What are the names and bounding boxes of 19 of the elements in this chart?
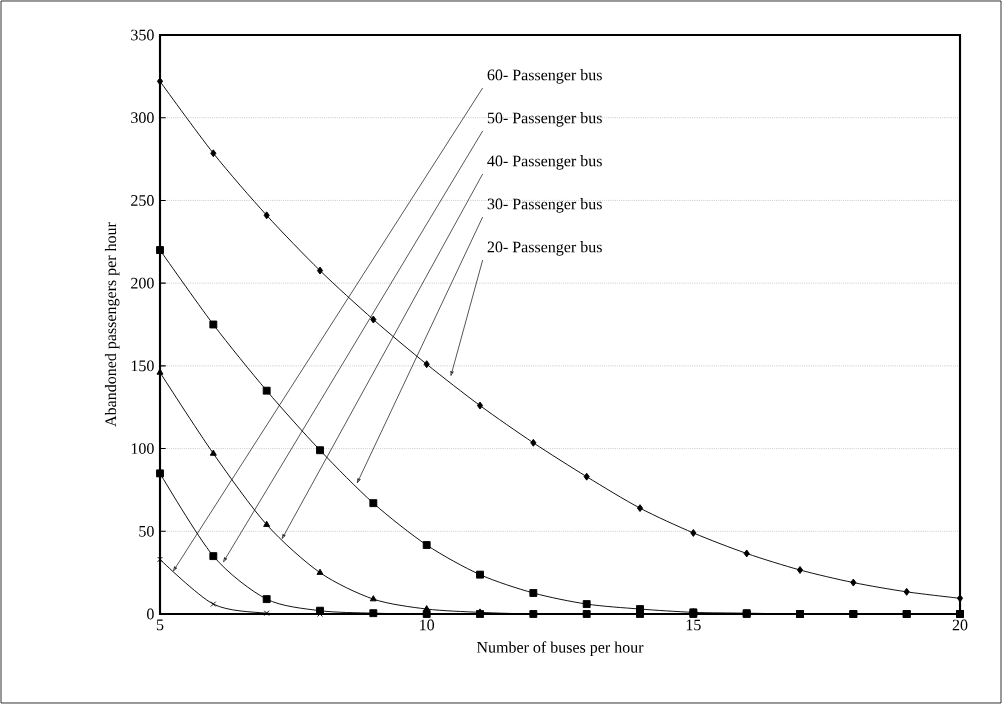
y-tick-label: 50	[139, 525, 154, 537]
x-tick-label: 20	[952, 619, 968, 631]
x-axis-title: Number of buses per hour	[476, 641, 644, 656]
y-axis-title: Abandoned passengers per hour	[104, 222, 120, 427]
y-tick-label: 300	[131, 112, 154, 124]
y-tick-label: 0	[147, 608, 154, 620]
x-tick-label: 15	[686, 619, 701, 631]
annotation: 50- Passenger bus	[487, 112, 602, 127]
y-tick-label: 250	[131, 195, 154, 206]
annotation: 30- Passenger bus	[487, 198, 602, 213]
y-tick-label: 100	[131, 443, 154, 454]
x-tick-label: 10	[420, 619, 435, 631]
annotation: 60- Passenger bus	[487, 69, 602, 84]
x-tick-label: 5	[156, 619, 164, 631]
annotation: 40- Passenger bus	[487, 155, 602, 170]
y-tick-label: 200	[131, 277, 154, 289]
y-tick-label: 350	[131, 29, 154, 41]
y-tick-label: 150	[131, 360, 154, 372]
annotation: 20- Passenger bus	[487, 241, 602, 256]
